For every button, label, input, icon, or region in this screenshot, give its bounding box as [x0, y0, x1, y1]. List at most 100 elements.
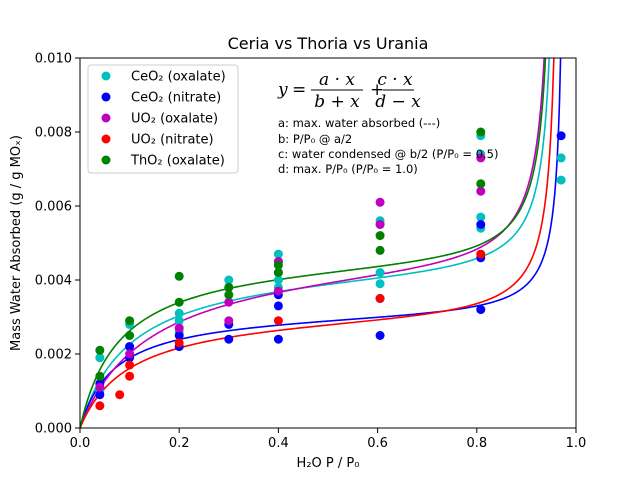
data-point	[375, 279, 385, 289]
annotation-d: d: max. P/P₀ (P/P₀ = 1.0)	[278, 162, 418, 176]
y-tick-label: 0.006	[35, 200, 72, 215]
data-point	[273, 316, 283, 326]
data-point	[273, 275, 283, 285]
data-point	[476, 249, 486, 259]
data-point	[375, 231, 385, 241]
fit-formula: y = a · x b + x + c · x d − x	[277, 70, 421, 112]
y-tick-label: 0.004	[35, 274, 72, 289]
legend-label: UO₂ (nitrate)	[131, 133, 214, 148]
data-point	[125, 342, 135, 352]
annotation-a: a: max. water absorbed (---)	[278, 116, 440, 130]
legend-label: ThO₂ (oxalate)	[130, 154, 225, 169]
chart-title: Ceria vs Thoria vs Urania	[228, 34, 429, 53]
data-point	[375, 245, 385, 255]
annotation-b: b: P/P₀ @ a/2	[278, 132, 352, 146]
data-point	[476, 127, 486, 137]
data-point	[224, 297, 234, 307]
data-point	[224, 334, 234, 344]
data-point	[476, 305, 486, 315]
data-point	[556, 131, 566, 141]
data-point	[95, 382, 105, 392]
y-tick-label: 0.002	[35, 348, 72, 363]
svg-text:a · x: a · x	[319, 70, 355, 90]
annotation-c: c: water condensed @ b/2 (P/P₀ = 0.5)	[278, 147, 498, 161]
data-point	[375, 197, 385, 207]
svg-text:c · x: c · x	[377, 70, 413, 90]
x-tick-label: 0.6	[367, 436, 388, 451]
legend-marker	[101, 155, 111, 165]
axes: 0.0 0.2 0.4 0.6 0.8 1.0 0.000 0.002 0.004 0.006 0.…	[35, 52, 587, 452]
x-tick-label: 1.0	[566, 436, 587, 451]
data-point	[556, 175, 566, 185]
fit-curve	[80, 58, 555, 428]
data-point	[174, 323, 184, 333]
data-point	[224, 275, 234, 285]
data-point	[273, 260, 283, 270]
legend-marker	[101, 113, 111, 123]
x-tick-label: 0.4	[268, 436, 289, 451]
y-tick-label: 0.010	[35, 52, 72, 67]
fit-curve	[80, 58, 547, 428]
data-point	[556, 153, 566, 163]
data-point	[375, 294, 385, 303]
legend-marker	[101, 134, 111, 144]
legend-marker	[101, 71, 111, 81]
fit-curves	[80, 58, 562, 428]
data-point	[174, 297, 184, 307]
legend-label: UO₂ (oxalate)	[131, 112, 218, 127]
data-point	[273, 301, 283, 311]
data-point	[273, 286, 283, 296]
data-point	[125, 349, 135, 359]
data-point	[476, 220, 486, 229]
svg-text:y: y	[277, 80, 288, 100]
data-point	[476, 186, 486, 196]
data-point	[95, 353, 105, 363]
data-point	[273, 268, 283, 278]
legend-label: CeO₂ (nitrate)	[131, 91, 221, 106]
legend-label: CeO₂ (oxalate)	[131, 70, 226, 85]
data-point	[224, 316, 234, 326]
data-point	[476, 179, 486, 189]
x-tick-label: 0.8	[466, 436, 487, 451]
data-point	[375, 331, 385, 340]
y-tick-label: 0.008	[35, 126, 72, 141]
legend-box	[87, 64, 239, 174]
data-point	[95, 390, 105, 400]
svg-text:b + x: b + x	[314, 92, 360, 112]
y-tick-label: 0.000	[35, 422, 72, 437]
data-point	[95, 371, 105, 381]
data-point	[476, 153, 486, 163]
fit-curve	[80, 58, 562, 428]
data-point	[125, 371, 135, 381]
x-axis-label: H₂O P / P₀	[297, 456, 360, 471]
data-point	[125, 331, 135, 340]
legend: CeO₂ (oxalate) CeO₂ (nitrate) UO₂ (oxalate…	[87, 64, 239, 174]
data-point	[174, 308, 184, 318]
data-point	[174, 316, 184, 326]
data-point	[273, 249, 283, 259]
data-point	[174, 271, 184, 281]
data-point	[174, 331, 184, 340]
data-points	[95, 127, 566, 411]
data-point	[273, 334, 283, 344]
data-point	[125, 360, 135, 370]
legend-marker	[101, 92, 111, 102]
y-axis-label: Mass Water Absorbed (g / g MOₓ)	[9, 135, 24, 351]
data-point	[95, 401, 105, 411]
fit-curve	[80, 58, 545, 428]
data-point	[224, 290, 234, 300]
svg-text:+: +	[370, 80, 384, 100]
data-point	[224, 282, 234, 292]
data-point	[375, 220, 385, 229]
data-point	[476, 212, 486, 222]
data-point	[375, 268, 385, 278]
data-point	[95, 345, 105, 355]
x-tick-label: 0.2	[169, 436, 190, 451]
plot-frame	[79, 57, 577, 429]
data-point	[174, 338, 184, 348]
svg-text:=: =	[292, 80, 306, 100]
data-point	[125, 316, 135, 326]
data-point	[115, 390, 125, 400]
x-tick-label: 0.0	[70, 436, 91, 451]
